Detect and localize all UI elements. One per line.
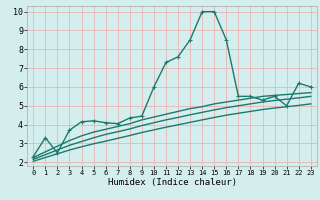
X-axis label: Humidex (Indice chaleur): Humidex (Indice chaleur) bbox=[108, 178, 236, 187]
